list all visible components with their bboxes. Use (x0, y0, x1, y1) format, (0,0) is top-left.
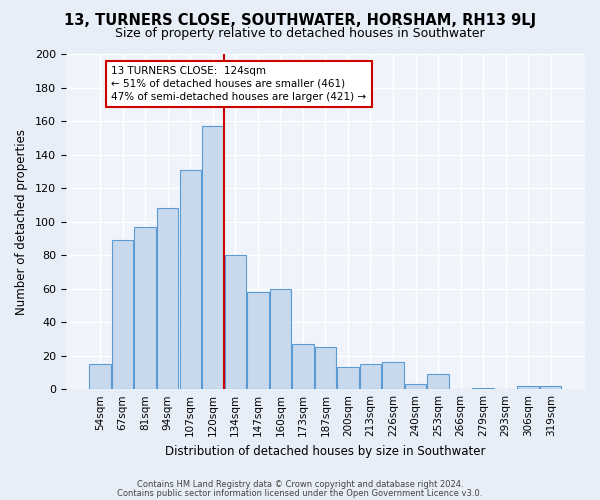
Text: Contains public sector information licensed under the Open Government Licence v3: Contains public sector information licen… (118, 488, 482, 498)
Text: 13, TURNERS CLOSE, SOUTHWATER, HORSHAM, RH13 9LJ: 13, TURNERS CLOSE, SOUTHWATER, HORSHAM, … (64, 12, 536, 28)
Bar (427, 374, 449, 389)
Bar (89, 364, 111, 389)
X-axis label: Distribution of detached houses by size in Southwater: Distribution of detached houses by size … (165, 444, 485, 458)
Bar (540, 386, 562, 389)
Bar (269, 288, 291, 389)
Bar (405, 384, 426, 389)
Bar (292, 344, 314, 389)
Text: 13 TURNERS CLOSE:  124sqm
← 51% of detached houses are smaller (461)
47% of semi: 13 TURNERS CLOSE: 124sqm ← 51% of detach… (112, 66, 367, 102)
Bar (360, 364, 381, 389)
Bar (179, 170, 201, 389)
Bar (314, 348, 336, 389)
Bar (224, 255, 246, 389)
Bar (134, 226, 156, 389)
Y-axis label: Number of detached properties: Number of detached properties (15, 128, 28, 314)
Bar (472, 388, 494, 389)
Text: Size of property relative to detached houses in Southwater: Size of property relative to detached ho… (115, 28, 485, 40)
Bar (247, 292, 269, 389)
Bar (202, 126, 223, 389)
Bar (157, 208, 178, 389)
Bar (382, 362, 404, 389)
Bar (517, 386, 539, 389)
Bar (337, 368, 359, 389)
Text: Contains HM Land Registry data © Crown copyright and database right 2024.: Contains HM Land Registry data © Crown c… (137, 480, 463, 489)
Bar (112, 240, 133, 389)
